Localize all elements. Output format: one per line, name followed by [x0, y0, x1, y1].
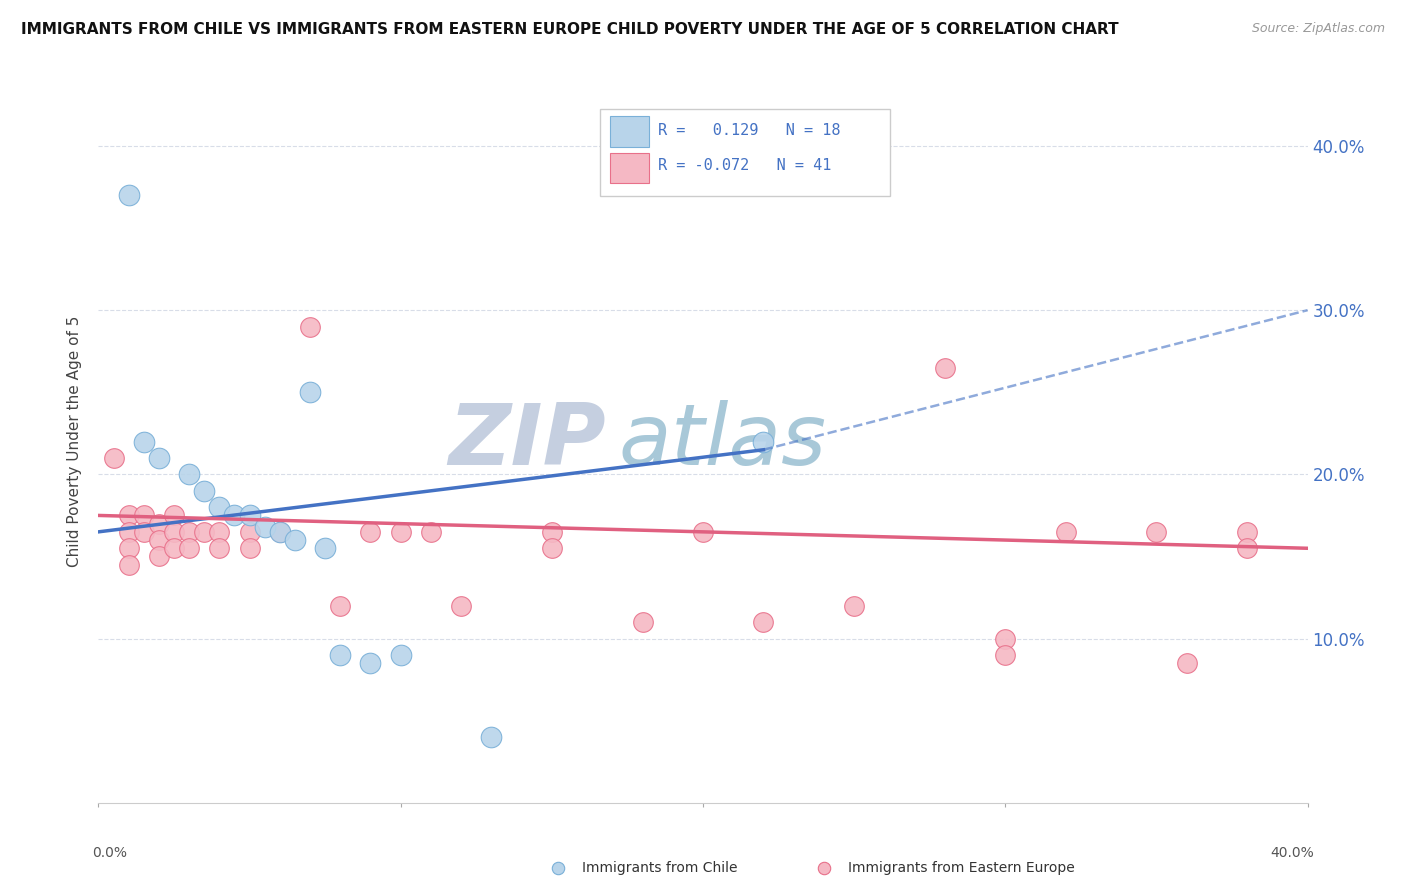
- Point: [118, 541, 141, 556]
- Point: [208, 541, 231, 556]
- Point: [692, 524, 714, 539]
- Point: [752, 434, 775, 449]
- Point: [208, 524, 231, 539]
- Point: [314, 541, 336, 556]
- Point: [132, 508, 155, 523]
- Point: [118, 524, 141, 539]
- Point: [179, 524, 201, 539]
- Point: [269, 524, 291, 539]
- Point: [179, 467, 201, 482]
- FancyBboxPatch shape: [610, 153, 648, 183]
- Point: [360, 524, 382, 539]
- Point: [239, 524, 262, 539]
- Point: [118, 508, 141, 523]
- Point: [224, 508, 246, 523]
- Point: [631, 615, 654, 630]
- Point: [540, 541, 562, 556]
- Text: 40.0%: 40.0%: [1270, 847, 1313, 860]
- Point: [1236, 541, 1258, 556]
- Text: Source: ZipAtlas.com: Source: ZipAtlas.com: [1251, 22, 1385, 36]
- Point: [420, 524, 443, 539]
- Point: [450, 599, 472, 613]
- Point: [193, 483, 215, 498]
- Point: [752, 615, 775, 630]
- Point: [1175, 657, 1198, 671]
- Point: [329, 599, 352, 613]
- Text: Immigrants from Chile: Immigrants from Chile: [582, 861, 738, 875]
- Point: [994, 648, 1017, 662]
- Point: [329, 648, 352, 662]
- Point: [934, 360, 956, 375]
- Y-axis label: Child Poverty Under the Age of 5: Child Poverty Under the Age of 5: [67, 316, 83, 567]
- Point: [389, 524, 412, 539]
- Point: [103, 450, 125, 465]
- Point: [118, 188, 141, 202]
- Text: R = -0.072   N = 41: R = -0.072 N = 41: [658, 158, 831, 173]
- Point: [1144, 524, 1167, 539]
- Point: [179, 541, 201, 556]
- Point: [994, 632, 1017, 646]
- FancyBboxPatch shape: [610, 117, 648, 147]
- Point: [481, 730, 503, 744]
- Point: [239, 508, 262, 523]
- Text: IMMIGRANTS FROM CHILE VS IMMIGRANTS FROM EASTERN EUROPE CHILD POVERTY UNDER THE : IMMIGRANTS FROM CHILE VS IMMIGRANTS FROM…: [21, 22, 1119, 37]
- Point: [148, 549, 170, 564]
- Point: [299, 319, 322, 334]
- Point: [1236, 524, 1258, 539]
- Point: [132, 434, 155, 449]
- Point: [132, 524, 155, 539]
- Point: [163, 541, 186, 556]
- Point: [239, 541, 262, 556]
- Text: atlas: atlas: [619, 400, 827, 483]
- Point: [163, 524, 186, 539]
- Point: [148, 450, 170, 465]
- Point: [148, 516, 170, 531]
- Point: [360, 657, 382, 671]
- Point: [193, 524, 215, 539]
- Point: [163, 508, 186, 523]
- Point: [284, 533, 307, 547]
- FancyBboxPatch shape: [600, 109, 890, 196]
- Point: [269, 524, 291, 539]
- Point: [118, 558, 141, 572]
- Text: 0.0%: 0.0%: [93, 847, 128, 860]
- Point: [299, 385, 322, 400]
- Point: [208, 500, 231, 515]
- Text: R =   0.129   N = 18: R = 0.129 N = 18: [658, 123, 841, 138]
- Point: [148, 533, 170, 547]
- Point: [540, 524, 562, 539]
- Point: [844, 599, 866, 613]
- Point: [253, 520, 276, 534]
- Point: [389, 648, 412, 662]
- Point: [1054, 524, 1077, 539]
- Text: ZIP: ZIP: [449, 400, 606, 483]
- Text: Immigrants from Eastern Europe: Immigrants from Eastern Europe: [848, 861, 1074, 875]
